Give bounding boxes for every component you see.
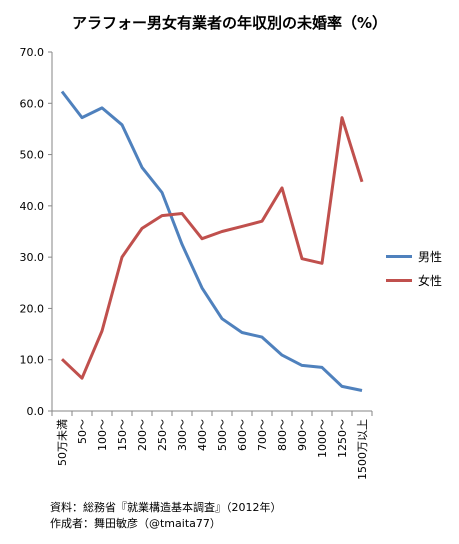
x-tick-label: 1000～: [316, 419, 329, 458]
legend-label-male: 男性: [418, 249, 443, 264]
series-line-female: [60, 116, 364, 380]
legend-swatch-male: [386, 254, 412, 258]
x-tick-label: 400～: [196, 419, 209, 451]
x-tick-label: 700～: [256, 419, 269, 451]
x-tick-label: 800～: [276, 419, 289, 451]
author-note: 作成者：舞田敏彦（@tmaita77）: [50, 517, 221, 530]
x-tick-label: 250～: [156, 419, 169, 451]
x-tick-label: 300～: [176, 419, 189, 451]
legend-swatch-female: [386, 278, 412, 282]
series-line-male: [60, 90, 363, 392]
legend-label-female: 女性: [418, 273, 443, 288]
x-tick-label: 1500万以上: [356, 419, 369, 480]
legend: 男性 女性: [386, 244, 442, 292]
y-tick-label: 70.0: [20, 46, 45, 59]
y-tick-label: 10.0: [20, 354, 45, 367]
y-tick-label: 0.0: [27, 405, 45, 418]
x-tick-label: 50万未満: [56, 419, 69, 466]
x-tick-label: 500～: [216, 419, 229, 451]
x-tick-label: 900～: [296, 419, 309, 451]
x-tick-label: 50～: [76, 419, 89, 444]
x-tick-label: 150～: [116, 419, 129, 451]
x-tick-label: 600～: [236, 419, 249, 451]
legend-item-male: 男性: [386, 244, 442, 268]
x-tick-label: 1250～: [336, 419, 349, 458]
source-note: 資料：総務省『就業構造基本調査』（2012年）: [50, 501, 282, 514]
chart-title: アラフォー男女有業者の年収別の未婚率（%）: [71, 14, 388, 32]
y-tick-label: 60.0: [20, 97, 45, 110]
chart-footer: 資料：総務省『就業構造基本調査』（2012年） 作成者：舞田敏彦（@tmaita…: [50, 500, 282, 532]
y-tick-label: 50.0: [20, 149, 45, 162]
y-tick-label: 40.0: [20, 200, 45, 213]
x-tick-label: 200～: [136, 419, 149, 451]
y-tick-label: 20.0: [20, 302, 45, 315]
y-tick-label: 30.0: [20, 251, 45, 264]
legend-item-female: 女性: [386, 268, 442, 292]
x-tick-label: 100～: [96, 419, 109, 451]
